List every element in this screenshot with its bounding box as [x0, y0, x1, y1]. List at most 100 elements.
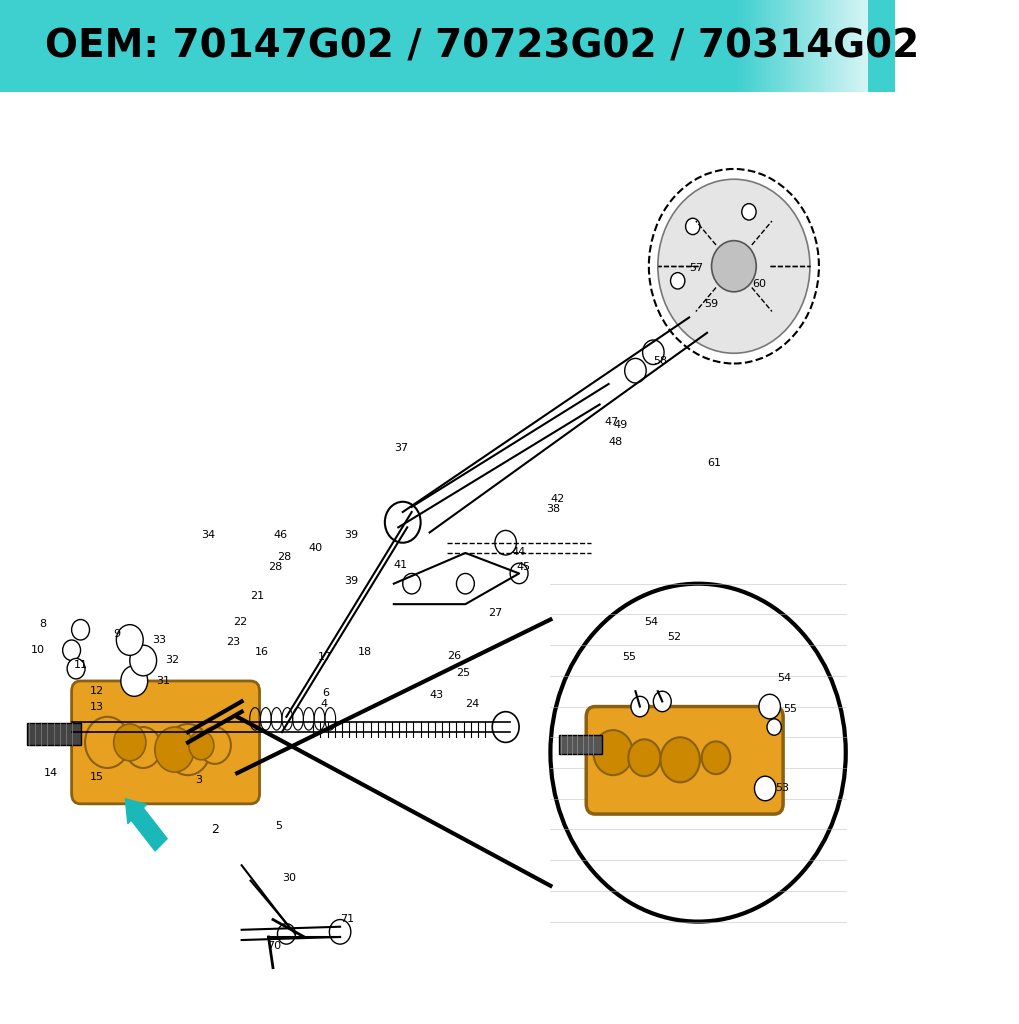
Bar — [785, 0, 788, 92]
Text: 3: 3 — [195, 775, 202, 785]
Text: 28: 28 — [268, 562, 282, 572]
Bar — [844, 0, 847, 92]
Bar — [857, 0, 860, 92]
Bar — [758, 0, 761, 92]
Text: 11: 11 — [73, 659, 88, 670]
Text: 71: 71 — [340, 913, 355, 924]
Circle shape — [277, 924, 296, 944]
Bar — [776, 0, 780, 92]
Circle shape — [116, 625, 144, 655]
Bar — [745, 0, 747, 92]
FancyArrow shape — [125, 799, 167, 851]
Bar — [0, 0, 895, 92]
Bar — [763, 0, 766, 92]
Circle shape — [660, 737, 700, 782]
Circle shape — [653, 691, 672, 712]
Circle shape — [671, 272, 685, 289]
Bar — [742, 0, 745, 92]
Bar — [834, 0, 836, 92]
Circle shape — [754, 776, 775, 801]
Text: 31: 31 — [157, 676, 170, 686]
Text: 18: 18 — [358, 647, 372, 657]
Bar — [768, 0, 771, 92]
Bar — [817, 0, 820, 92]
Text: 21: 21 — [251, 591, 265, 601]
Circle shape — [329, 920, 351, 944]
Text: 14: 14 — [44, 768, 58, 778]
Circle shape — [625, 358, 646, 383]
Bar — [850, 0, 852, 92]
Bar — [739, 0, 742, 92]
Circle shape — [643, 340, 664, 365]
Text: 40: 40 — [309, 543, 323, 553]
Text: 42: 42 — [550, 494, 565, 504]
Bar — [865, 0, 868, 92]
Text: 16: 16 — [255, 647, 269, 657]
Text: 28: 28 — [277, 552, 291, 562]
Bar — [793, 0, 796, 92]
Circle shape — [403, 573, 421, 594]
Text: 53: 53 — [775, 782, 789, 793]
Circle shape — [155, 727, 195, 772]
Bar — [801, 0, 804, 92]
Circle shape — [67, 658, 85, 679]
Bar — [830, 0, 834, 92]
Text: 23: 23 — [226, 637, 240, 647]
Bar — [842, 0, 844, 92]
Text: 70: 70 — [267, 941, 281, 951]
Bar — [814, 0, 817, 92]
Text: 12: 12 — [90, 686, 104, 696]
Bar — [788, 0, 791, 92]
Text: 2: 2 — [211, 822, 219, 836]
Bar — [847, 0, 850, 92]
Bar — [747, 0, 750, 92]
Text: 47: 47 — [604, 417, 619, 427]
Bar — [791, 0, 793, 92]
Bar — [783, 0, 785, 92]
Circle shape — [199, 727, 231, 764]
Text: 43: 43 — [430, 690, 443, 700]
Circle shape — [686, 218, 700, 234]
Text: 9: 9 — [113, 629, 120, 639]
Text: 15: 15 — [90, 772, 104, 782]
Circle shape — [742, 204, 756, 220]
Text: 55: 55 — [784, 703, 797, 714]
Circle shape — [511, 563, 528, 584]
Bar — [839, 0, 842, 92]
Text: 26: 26 — [447, 651, 462, 662]
Text: 17: 17 — [318, 652, 332, 663]
Circle shape — [658, 179, 810, 353]
FancyBboxPatch shape — [71, 681, 260, 804]
Bar — [780, 0, 783, 92]
Circle shape — [629, 739, 660, 776]
Bar — [26, 723, 81, 745]
Bar — [860, 0, 863, 92]
Circle shape — [759, 694, 781, 719]
Bar — [809, 0, 812, 92]
Bar — [852, 0, 855, 92]
Circle shape — [702, 741, 731, 774]
Text: OEM: 70147G02 / 70723G02 / 70314G02: OEM: 70147G02 / 70723G02 / 70314G02 — [45, 27, 919, 66]
Bar — [804, 0, 806, 92]
Bar — [827, 0, 830, 92]
Bar — [798, 0, 801, 92]
Circle shape — [495, 530, 517, 555]
Circle shape — [711, 241, 756, 292]
Text: 5: 5 — [276, 821, 282, 831]
Text: 4: 4 — [320, 698, 327, 709]
Circle shape — [593, 730, 633, 775]
Circle shape — [85, 717, 129, 768]
FancyBboxPatch shape — [586, 707, 784, 814]
Text: 32: 32 — [165, 655, 179, 666]
Text: 46: 46 — [273, 529, 287, 540]
Bar — [796, 0, 798, 92]
Circle shape — [165, 724, 210, 775]
Bar — [734, 0, 737, 92]
Circle shape — [189, 731, 214, 760]
Text: 49: 49 — [613, 420, 628, 430]
Text: 44: 44 — [512, 547, 526, 557]
Circle shape — [631, 696, 649, 717]
Text: 57: 57 — [689, 263, 703, 273]
Bar — [755, 0, 758, 92]
Text: 59: 59 — [704, 299, 718, 309]
